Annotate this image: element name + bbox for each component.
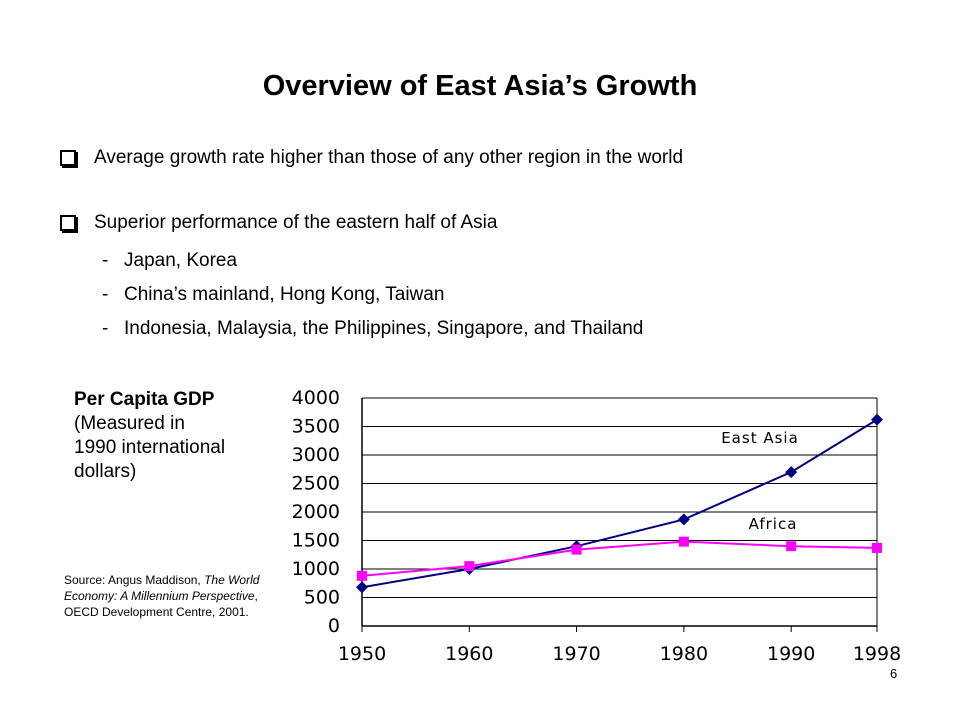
data-point [464, 561, 475, 572]
sub-bullet-3-text: Indonesia, Malaysia, the Philippines, Si… [124, 318, 644, 339]
x-tick-label: 1990 [767, 643, 815, 665]
slide-title: Overview of East Asia’s Growth [262, 70, 698, 102]
series-label: East Asia [721, 429, 799, 447]
bullet-2-text: Superior performance of the eastern half… [94, 212, 498, 233]
y-tick-label: 4000 [292, 387, 340, 409]
series-line [361, 418, 878, 589]
sub-bullet-2-text: China’s mainland, Hong Kong, Taiwan [124, 284, 445, 305]
caption-line-1: (Measured in [74, 413, 185, 434]
data-point [571, 544, 582, 555]
y-tick-label: 500 [304, 587, 340, 609]
y-tick-label: 2000 [292, 501, 340, 523]
data-point [357, 570, 367, 581]
data-point [678, 536, 689, 547]
data-point [872, 542, 882, 553]
data-point [786, 541, 797, 552]
sub-bullet-3: - Indonesia, Malaysia, the Philippines, … [102, 318, 643, 340]
caption-title: Per Capita GDP [74, 389, 215, 410]
source-title: The World Economy: A Millennium Perspect… [64, 573, 260, 603]
source-note: Source: Angus Maddison, The World Econom… [64, 572, 269, 620]
y-tick-label: 3000 [292, 444, 340, 466]
source-prefix: Source: Angus Maddison, [64, 573, 205, 587]
slide-number: 6 [890, 666, 898, 681]
bullet-1-text: Average growth rate higher than those of… [94, 147, 684, 168]
caption-line-3: dollars) [74, 461, 137, 482]
x-tick-label: 1970 [552, 643, 600, 665]
data-point [677, 513, 690, 526]
series-label: Africa [749, 515, 798, 533]
y-tick-label: 0 [328, 615, 340, 637]
sub-bullet-2: - China’s mainland, Hong Kong, Taiwan [102, 284, 444, 306]
bullet-2: Superior performance of the eastern half… [60, 212, 497, 234]
x-tick-label: 1998 [853, 643, 901, 665]
source-suffix: , OECD Development Centre, 2001. [64, 589, 258, 619]
dash-marker: - [102, 318, 109, 339]
dash-marker: - [102, 250, 109, 271]
data-point [871, 413, 883, 426]
data-point [785, 466, 798, 479]
sub-bullet-1-text: Japan, Korea [124, 250, 238, 271]
checkbox-bullet-icon [60, 150, 76, 166]
y-tick-label: 2500 [292, 473, 340, 495]
y-tick-label: 1000 [292, 558, 340, 580]
sub-bullet-1: - Japan, Korea [102, 250, 237, 272]
caption-line-2: 1990 international [74, 437, 226, 458]
dash-marker: - [102, 284, 109, 305]
chart-caption: Per Capita GDP (Measured in 1990 interna… [74, 388, 225, 484]
y-tick-label: 1500 [292, 530, 340, 552]
y-tick-label: 3500 [292, 416, 340, 438]
x-tick-label: 1950 [338, 643, 386, 665]
bullet-1: Average growth rate higher than those of… [60, 147, 683, 169]
checkbox-bullet-icon [60, 215, 76, 231]
x-tick-label: 1960 [445, 643, 493, 665]
data-point [356, 581, 368, 594]
x-tick-label: 1980 [660, 643, 708, 665]
series-line [361, 540, 878, 577]
